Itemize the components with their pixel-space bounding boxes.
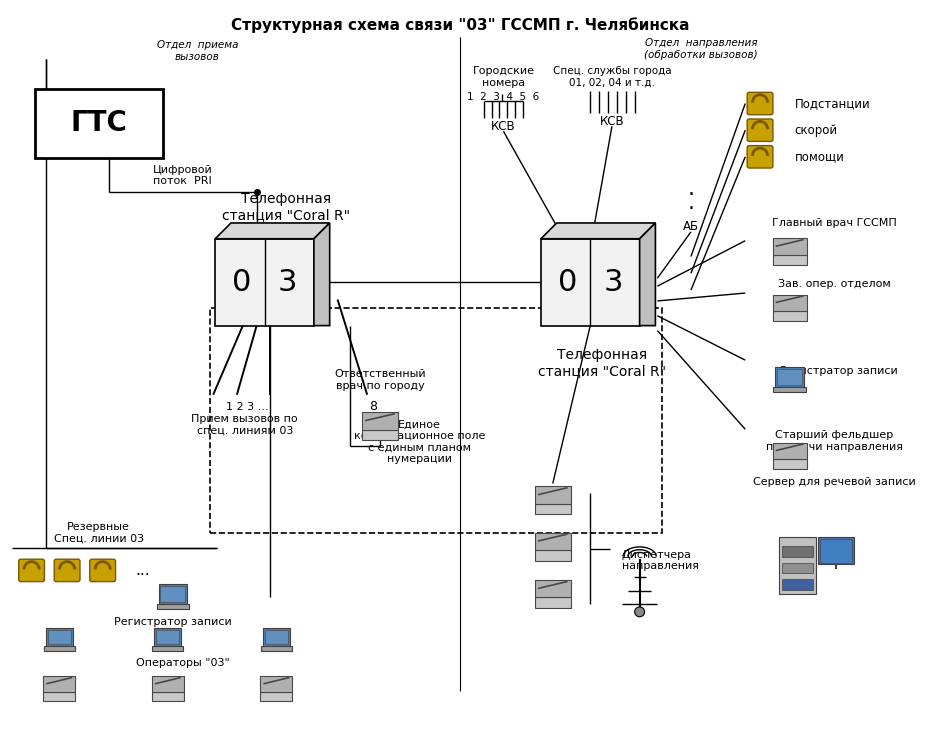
Text: ...: ... bbox=[136, 563, 150, 578]
Text: 0: 0 bbox=[232, 267, 252, 297]
Text: ·: · bbox=[688, 186, 694, 206]
FancyBboxPatch shape bbox=[535, 533, 570, 550]
Text: Телефонная
станция "Coral R": Телефонная станция "Coral R" bbox=[222, 192, 350, 222]
FancyBboxPatch shape bbox=[158, 584, 187, 604]
Text: Операторы "03": Операторы "03" bbox=[136, 658, 229, 668]
Text: Сервер для речевой записи: Сервер для речевой записи bbox=[753, 477, 915, 486]
FancyBboxPatch shape bbox=[260, 676, 293, 692]
FancyBboxPatch shape bbox=[48, 630, 71, 644]
FancyBboxPatch shape bbox=[773, 459, 806, 469]
Text: 3: 3 bbox=[603, 267, 623, 297]
Text: Ответственный
врач по городу: Ответственный врач по городу bbox=[335, 369, 426, 390]
FancyBboxPatch shape bbox=[775, 367, 804, 387]
Bar bbox=[782, 562, 814, 574]
FancyBboxPatch shape bbox=[44, 647, 75, 651]
Text: Резервные
Спец. линии 03: Резервные Спец. линии 03 bbox=[54, 522, 144, 544]
Text: Городские
номера: Городские номера bbox=[473, 66, 534, 88]
Text: Отдел  направления
(обработки вызовов): Отдел направления (обработки вызовов) bbox=[644, 39, 758, 60]
FancyBboxPatch shape bbox=[34, 89, 163, 158]
FancyBboxPatch shape bbox=[43, 676, 75, 692]
Text: ГТС: ГТС bbox=[70, 110, 127, 137]
FancyBboxPatch shape bbox=[777, 370, 802, 385]
Bar bbox=[215, 238, 314, 326]
FancyBboxPatch shape bbox=[152, 692, 184, 702]
FancyBboxPatch shape bbox=[43, 692, 75, 702]
Polygon shape bbox=[314, 223, 330, 326]
Text: Единое
коммутационное поле
с единым планом
нумерации: Единое коммутационное поле с единым план… bbox=[354, 419, 486, 464]
FancyBboxPatch shape bbox=[535, 550, 570, 561]
Text: Регистратор записи: Регистратор записи bbox=[114, 617, 232, 627]
FancyBboxPatch shape bbox=[153, 647, 184, 651]
FancyBboxPatch shape bbox=[747, 119, 773, 142]
Text: Спец. службы города
01, 02, 04 и т.д.: Спец. службы города 01, 02, 04 и т.д. bbox=[553, 66, 671, 88]
Text: 8: 8 bbox=[369, 400, 377, 413]
Text: 0: 0 bbox=[558, 267, 577, 297]
FancyBboxPatch shape bbox=[363, 430, 398, 440]
FancyBboxPatch shape bbox=[152, 676, 184, 692]
FancyBboxPatch shape bbox=[535, 504, 570, 514]
FancyBboxPatch shape bbox=[19, 559, 45, 582]
FancyBboxPatch shape bbox=[773, 255, 806, 265]
Circle shape bbox=[635, 607, 645, 617]
Text: Зав. опер. отделом: Зав. опер. отделом bbox=[777, 279, 890, 289]
FancyBboxPatch shape bbox=[157, 630, 179, 644]
FancyBboxPatch shape bbox=[747, 92, 773, 115]
Text: Главный врач ГССМП: Главный врач ГССМП bbox=[772, 218, 897, 228]
Text: скорой: скорой bbox=[795, 124, 838, 136]
Text: помощи: помощи bbox=[795, 150, 844, 163]
Bar bbox=[541, 238, 639, 326]
FancyBboxPatch shape bbox=[265, 630, 288, 644]
FancyBboxPatch shape bbox=[89, 559, 116, 582]
FancyBboxPatch shape bbox=[535, 580, 570, 597]
FancyBboxPatch shape bbox=[54, 559, 80, 582]
Text: 3: 3 bbox=[278, 267, 297, 297]
Polygon shape bbox=[541, 223, 655, 238]
FancyBboxPatch shape bbox=[773, 443, 806, 459]
Text: 1  2  3  4  5  6: 1 2 3 4 5 6 bbox=[467, 92, 540, 101]
Bar bbox=[779, 537, 816, 594]
FancyBboxPatch shape bbox=[773, 294, 806, 311]
Bar bbox=[818, 537, 854, 565]
Text: Регистратор записи: Регистратор записи bbox=[780, 366, 898, 376]
Polygon shape bbox=[215, 223, 330, 238]
Text: КСВ: КСВ bbox=[599, 115, 624, 128]
FancyBboxPatch shape bbox=[157, 604, 189, 609]
Bar bbox=[782, 546, 814, 557]
FancyBboxPatch shape bbox=[46, 628, 73, 647]
FancyBboxPatch shape bbox=[160, 586, 185, 602]
FancyBboxPatch shape bbox=[774, 387, 806, 392]
Text: Старший фельдшер
передачи направления: Старший фельдшер передачи направления bbox=[765, 431, 902, 452]
Text: КСВ: КСВ bbox=[491, 120, 515, 133]
FancyBboxPatch shape bbox=[261, 647, 292, 651]
FancyBboxPatch shape bbox=[260, 692, 293, 702]
Text: Прием вызовов по
спец. линиям 03: Прием вызовов по спец. линиям 03 bbox=[191, 413, 298, 435]
FancyBboxPatch shape bbox=[773, 238, 806, 255]
Text: Цифровой
поток  PRI: Цифровой поток PRI bbox=[153, 165, 212, 186]
FancyBboxPatch shape bbox=[535, 597, 570, 608]
Text: Отдел  приема
вызовов: Отдел приема вызовов bbox=[157, 40, 239, 62]
Bar bbox=[782, 580, 814, 590]
Text: Подстанции: Подстанции bbox=[795, 97, 870, 110]
Bar bbox=[820, 539, 852, 562]
FancyBboxPatch shape bbox=[155, 628, 181, 647]
Text: Диспетчера
направления: Диспетчера направления bbox=[622, 550, 699, 571]
Text: ·: · bbox=[688, 199, 694, 219]
Text: АБ: АБ bbox=[683, 221, 699, 233]
Text: Телефонная
станция "Coral R": Телефонная станция "Coral R" bbox=[538, 348, 666, 378]
FancyBboxPatch shape bbox=[263, 628, 290, 647]
FancyBboxPatch shape bbox=[535, 486, 570, 504]
Text: Структурная схема связи "03" ГССМП г. Челябинска: Структурная схема связи "03" ГССМП г. Че… bbox=[231, 18, 690, 34]
Text: 1 2 3 ...: 1 2 3 ... bbox=[226, 402, 268, 411]
FancyBboxPatch shape bbox=[363, 412, 398, 430]
Polygon shape bbox=[639, 223, 655, 326]
FancyBboxPatch shape bbox=[747, 145, 773, 168]
FancyBboxPatch shape bbox=[773, 311, 806, 321]
